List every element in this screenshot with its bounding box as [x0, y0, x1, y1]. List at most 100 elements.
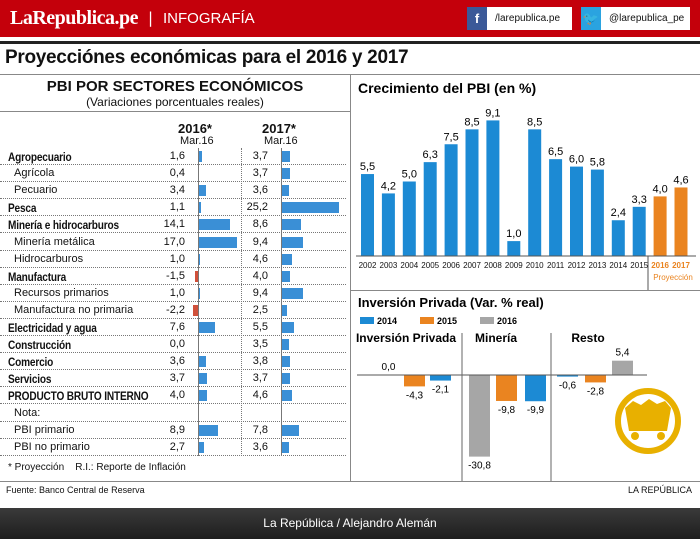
value-bar — [198, 253, 201, 265]
data-label: 5,8 — [590, 157, 605, 169]
annotation: Proyección — [653, 273, 693, 282]
table-row: Manufactura -1,5 4,0 — [0, 268, 346, 285]
bar — [486, 120, 500, 256]
value-2016: 3,6 — [169, 355, 185, 368]
header-bar: LaRepublica.pe | INFOGRAFÍA f /larepubli… — [0, 0, 700, 37]
bar — [528, 129, 542, 256]
table-row: Servicios 3,7 3,7 — [0, 370, 346, 388]
data-label: 6,3 — [423, 149, 438, 161]
twitter-link[interactable]: 🐦 @larepublica_pe — [581, 7, 690, 30]
value-bar — [281, 185, 290, 197]
data-label: 8,5 — [464, 116, 479, 128]
value-bar — [281, 168, 290, 180]
credit-bar: La República / Alejandro Alemán — [0, 508, 700, 539]
table-row: Recursos primarios 1,0 9,4 — [0, 285, 346, 302]
facebook-link[interactable]: f /larepublica.pe — [467, 7, 572, 30]
value-2016: 14,1 — [163, 218, 185, 231]
value-2016: 17,0 — [163, 235, 185, 248]
footnote: * Proyección R.I.: Reporte de Inflación — [8, 462, 186, 473]
value-2016: 4,0 — [169, 389, 185, 402]
row-label: Minería metálica — [14, 235, 95, 248]
value-bar — [281, 236, 303, 248]
value-bar — [198, 390, 208, 402]
table-row: Manufactura no primaria -2,2 2,5 — [0, 302, 346, 319]
value-2016: 0,4 — [169, 167, 185, 180]
row-label: Pesca — [8, 201, 37, 216]
row-label: Nota: — [14, 406, 41, 419]
value-2017: 9,4 — [252, 235, 268, 248]
value-2016: 1,1 — [169, 201, 185, 214]
value-2017: 5,5 — [252, 321, 268, 333]
separator: | — [148, 9, 154, 27]
value-bar — [281, 390, 292, 402]
divider — [350, 74, 351, 482]
data-label: 4,6 — [673, 174, 688, 186]
value-bar — [198, 151, 202, 162]
value-2017: 2,5 — [252, 303, 268, 316]
value-2017: 25,2 — [246, 201, 268, 214]
value-2017: 3,7 — [252, 167, 268, 180]
chart-title: Crecimiento del PBI (en %) — [358, 80, 536, 96]
row-label: Servicios — [8, 372, 52, 387]
data-label: 6,5 — [548, 146, 563, 158]
row-label: Pecuario — [14, 184, 58, 197]
data-label: 1,0 — [506, 228, 521, 240]
chart-title: Inversión Privada (Var. % real) — [358, 295, 544, 310]
tick-label: 2010 — [526, 261, 544, 270]
bar — [404, 375, 425, 387]
data-label: 4,0 — [652, 183, 667, 195]
data-label: -0,6 — [559, 381, 577, 392]
value-2017: 7,8 — [252, 423, 268, 436]
row-label: Agropecuario — [8, 150, 72, 164]
value-2016: 3,4 — [169, 184, 185, 197]
value-bar — [198, 287, 201, 299]
table-row: Pecuario 3,4 3,6 — [0, 182, 346, 200]
bar — [611, 220, 625, 256]
legend-label: 2016 — [497, 316, 517, 326]
tick-label: 2013 — [589, 261, 607, 270]
value-2016: 2,7 — [169, 440, 185, 453]
bar — [674, 187, 688, 256]
bar — [557, 375, 578, 377]
data-label: 2,4 — [611, 207, 626, 219]
table-row: Hidrocarburos 1,0 4,6 — [0, 251, 346, 268]
row-label: Comercio — [8, 355, 54, 370]
legend-swatch — [360, 317, 374, 324]
value-2017: 3,6 — [252, 184, 268, 197]
value-bar — [194, 270, 198, 282]
row-label: Hidrocarburos — [14, 252, 84, 265]
group-title: Resto — [571, 331, 604, 345]
value-bar — [281, 322, 294, 333]
value-2016: 0,0 — [169, 338, 185, 351]
value-bar — [198, 202, 201, 214]
private-investment-chart: Inversión Privada (Var. % real) 2014 2015 2… — [356, 295, 681, 481]
value-bar — [281, 441, 290, 453]
row-label: Minería e hidrocarburos — [8, 218, 119, 233]
tick-label: 2003 — [380, 261, 398, 270]
value-bar — [198, 219, 231, 231]
twitter-handle: @larepublica_pe — [609, 13, 685, 24]
logo[interactable]: LaRepublica.pe — [10, 7, 139, 29]
row-label: Recursos primarios — [14, 286, 109, 299]
bar — [585, 375, 606, 383]
axis-2016 — [198, 148, 199, 456]
value-bar — [198, 441, 205, 453]
tick-label: 2016 — [651, 261, 669, 270]
value-2017: 9,4 — [252, 286, 268, 299]
value-bar — [281, 270, 291, 282]
value-bar — [281, 373, 290, 385]
axis-2017 — [281, 148, 282, 456]
value-bar — [281, 424, 299, 436]
divider — [0, 41, 700, 44]
table-row: Construcción 0,0 3,5 — [0, 336, 346, 354]
value-bar — [198, 236, 238, 248]
table-row: Agrícola 0,4 3,7 — [0, 165, 346, 183]
table-row: PRODUCTO BRUTO INTERNO 4,0 4,6 — [0, 387, 346, 405]
tick-label: 2011 — [547, 261, 565, 270]
value-2016: 1,0 — [169, 286, 185, 299]
bar — [525, 375, 546, 402]
divider — [351, 290, 700, 291]
table-row: PBI no primario 2,7 3,6 — [0, 439, 346, 456]
data-label: 5,0 — [402, 169, 417, 181]
data-label: 8,5 — [527, 116, 542, 128]
